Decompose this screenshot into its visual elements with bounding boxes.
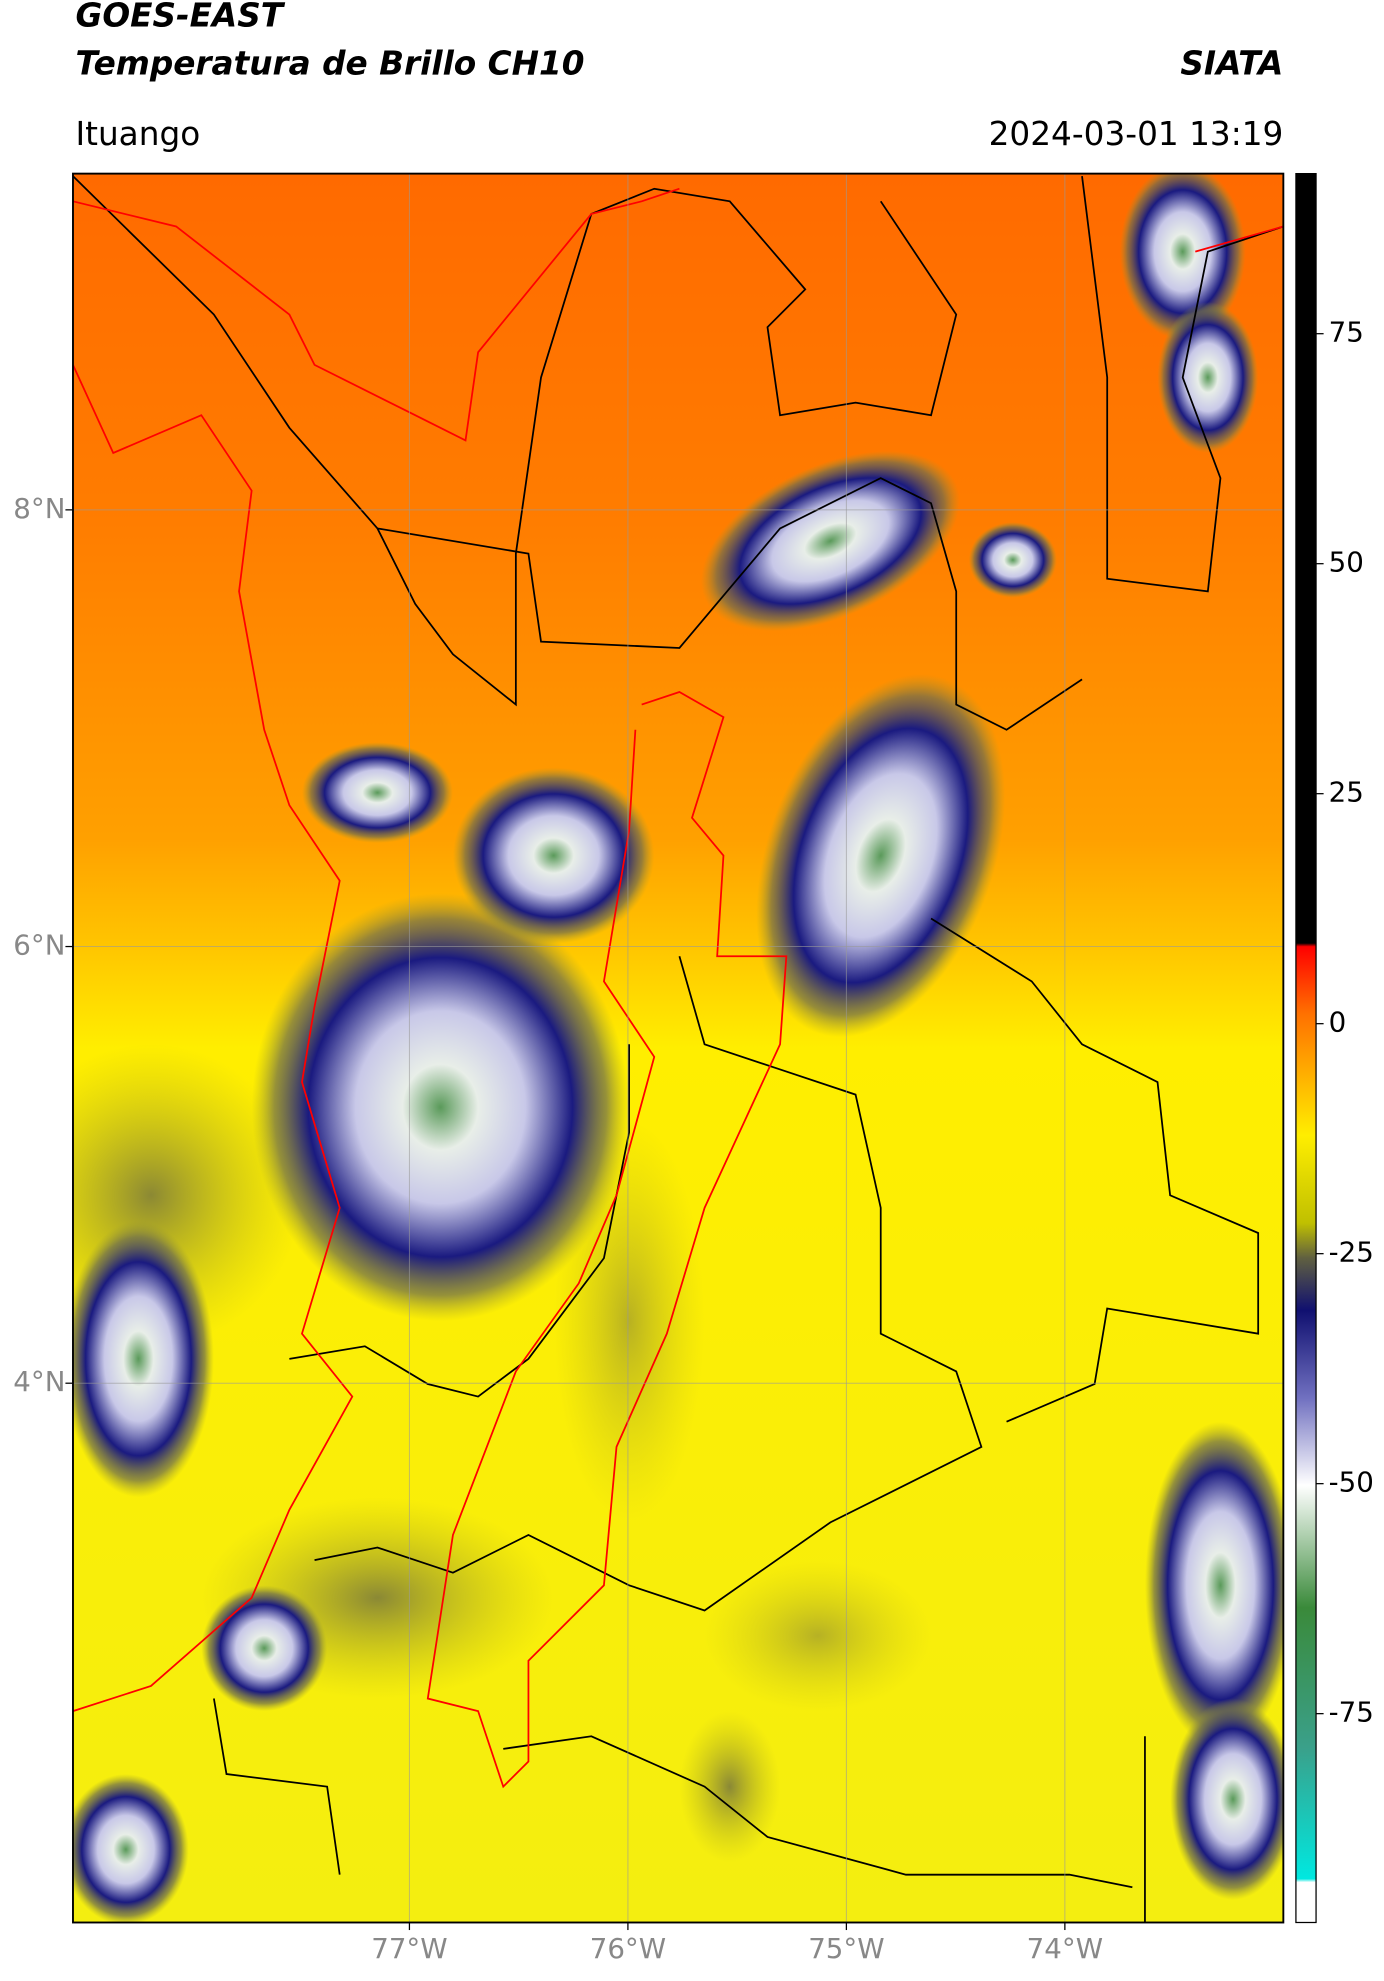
colorbar-label: 0 (1329, 1006, 1347, 1039)
colorbar-label: 75 (1329, 316, 1364, 349)
x-tick-label: 76°W (590, 1932, 666, 1965)
datetime: 2024-03-01 13:19 (989, 115, 1284, 153)
y-tick-label: 6°N (13, 929, 65, 962)
gridlines (72, 173, 1284, 1923)
colorbar (1295, 172, 1317, 1924)
subtitle: Temperatura de Brillo CH10 (75, 44, 584, 82)
location: Ituango (75, 115, 200, 153)
x-tick-label: 74°W (1027, 1932, 1103, 1965)
colorbar-label: -25 (1329, 1236, 1374, 1269)
y-tick-label: 8°N (13, 492, 65, 525)
map-frame (72, 172, 1285, 1924)
colorbar-label: 50 (1329, 546, 1364, 579)
x-tick-label: 75°W (808, 1932, 884, 1965)
colorbar-label: -50 (1329, 1466, 1374, 1499)
x-tick-label: 77°W (371, 1932, 447, 1965)
source: SIATA (1180, 44, 1283, 82)
colorbar-label: 25 (1329, 776, 1364, 809)
y-tick-label: 4°N (13, 1365, 65, 1398)
colorbar-label: -75 (1329, 1696, 1374, 1729)
satellite-image (72, 173, 1284, 1923)
title: GOES-EAST (75, 0, 285, 35)
